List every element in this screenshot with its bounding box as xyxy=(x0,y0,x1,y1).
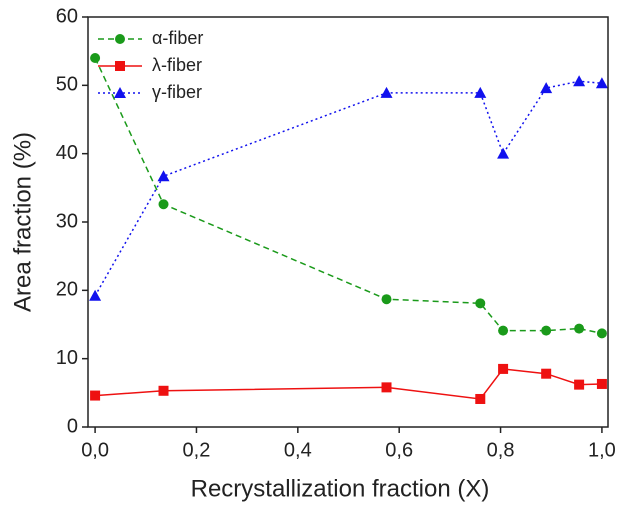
x-tick-label: 0,6 xyxy=(385,439,413,461)
marker xyxy=(573,75,586,87)
marker xyxy=(158,199,169,210)
marker xyxy=(574,323,585,334)
marker xyxy=(158,385,169,396)
y-tick-label: 20 xyxy=(56,279,78,301)
marker xyxy=(380,86,393,98)
marker xyxy=(89,289,102,301)
marker xyxy=(381,294,392,305)
y-tick-label: 30 xyxy=(56,210,78,232)
x-tick-label: 0,2 xyxy=(183,439,211,461)
marker xyxy=(90,390,101,401)
marker xyxy=(574,379,585,390)
marker xyxy=(540,82,553,94)
marker xyxy=(498,325,509,336)
x-tick-label: 1,0 xyxy=(588,439,616,461)
x-tick-label: 0,8 xyxy=(487,439,515,461)
y-tick-label: 40 xyxy=(56,142,78,164)
marker xyxy=(474,86,487,98)
marker xyxy=(475,298,486,309)
y-tick-label: 60 xyxy=(56,5,78,27)
y-tick-label: 10 xyxy=(56,347,78,369)
marker xyxy=(595,77,608,89)
marker xyxy=(541,368,552,379)
y-tick-label: 0 xyxy=(67,415,78,437)
legend-marker xyxy=(115,61,125,71)
marker xyxy=(596,328,607,339)
legend-label: γ-fiber xyxy=(152,82,202,102)
marker xyxy=(475,393,486,404)
y-axis-title: Area fraction (%) xyxy=(9,132,36,312)
marker xyxy=(90,53,101,63)
series-line xyxy=(95,368,602,400)
marker xyxy=(497,147,510,159)
series-line xyxy=(94,57,603,335)
marker xyxy=(541,325,552,336)
marker xyxy=(157,170,170,182)
y-tick-label: 50 xyxy=(56,74,78,96)
x-tick-label: 0,4 xyxy=(284,439,312,461)
series-line xyxy=(94,80,602,297)
legend-label: λ-fiber xyxy=(152,55,202,75)
legend-marker xyxy=(115,34,125,44)
legend-marker xyxy=(114,87,126,98)
legend-label: α-fiber xyxy=(152,28,203,48)
marker xyxy=(381,382,392,393)
x-axis-title: Recrystallization fraction (X) xyxy=(191,475,490,502)
plot-frame xyxy=(87,16,609,428)
x-tick-label: 0,0 xyxy=(81,439,109,461)
marker xyxy=(498,363,509,374)
marker xyxy=(596,378,607,389)
